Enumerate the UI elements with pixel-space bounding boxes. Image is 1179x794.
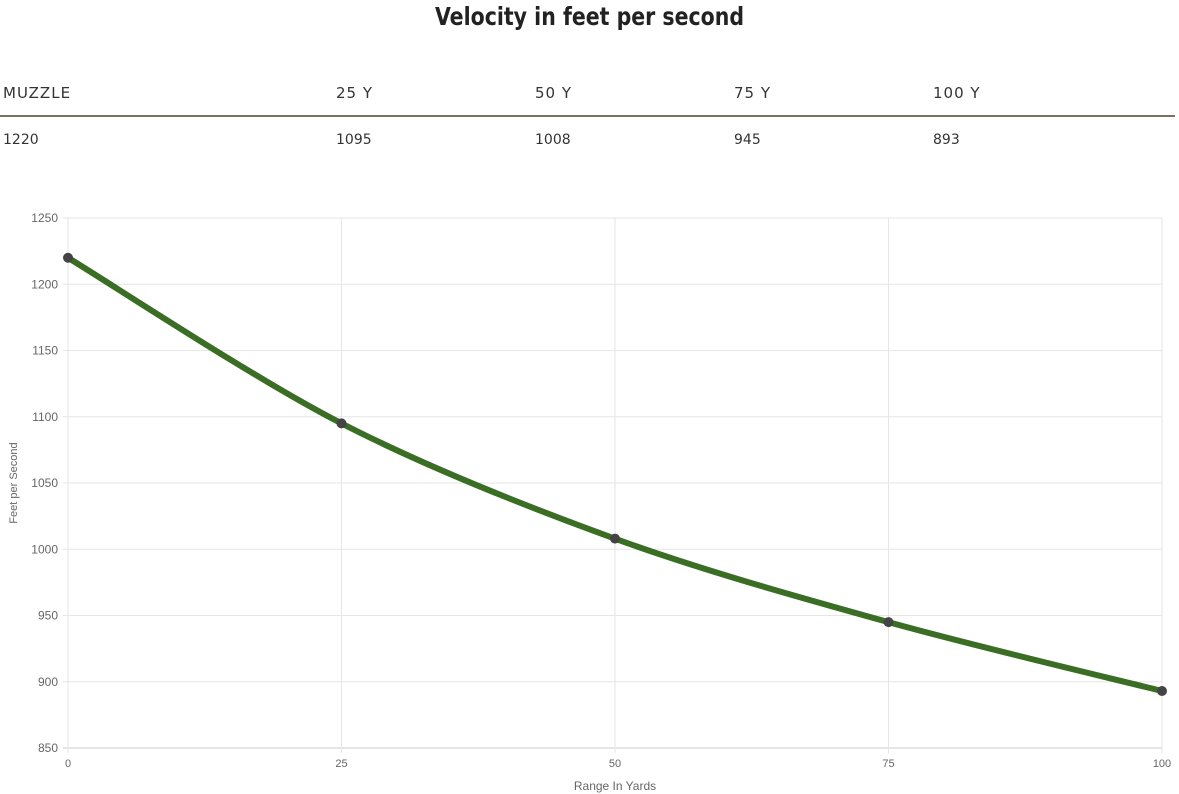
chart-title: Velocity in feet per second <box>434 2 745 31</box>
y-tick-label: 1200 <box>31 277 58 291</box>
x-tick-label: 75 <box>882 758 894 770</box>
value-muzzle: 1220 <box>3 132 39 148</box>
value-75y: 945 <box>734 132 761 148</box>
header-75y: 75 Y <box>734 84 772 102</box>
data-point <box>336 418 347 429</box>
data-point <box>1157 686 1167 697</box>
x-tick-label: 50 <box>609 758 621 770</box>
data-point <box>63 252 73 263</box>
y-tick-label: 1050 <box>31 476 58 490</box>
value-100y: 893 <box>933 132 960 148</box>
value-50y: 1008 <box>535 132 571 148</box>
y-tick-label: 950 <box>38 609 58 623</box>
y-axis-title: Feet per Second <box>8 442 20 523</box>
x-tick-label: 100 <box>1153 758 1171 770</box>
x-tick-label: 25 <box>335 758 347 770</box>
y-tick-label: 900 <box>38 675 58 689</box>
x-axis-title: Range In Yards <box>574 779 656 793</box>
table-divider <box>0 115 1175 117</box>
data-point <box>883 617 894 628</box>
y-tick-label: 1100 <box>32 410 58 424</box>
header-25y: 25 Y <box>336 84 374 102</box>
y-tick-label: 1150 <box>32 344 58 358</box>
data-point <box>610 533 620 544</box>
x-tick-label: 0 <box>65 758 71 770</box>
header-muzzle: MUZZLE <box>3 84 72 102</box>
y-tick-label: 1250 <box>31 211 58 225</box>
y-tick-label: 1000 <box>31 542 58 556</box>
value-25y: 1095 <box>336 132 372 148</box>
y-tick-label: 850 <box>38 741 58 755</box>
header-50y: 50 Y <box>535 84 573 102</box>
header-100y: 100 Y <box>933 84 981 102</box>
